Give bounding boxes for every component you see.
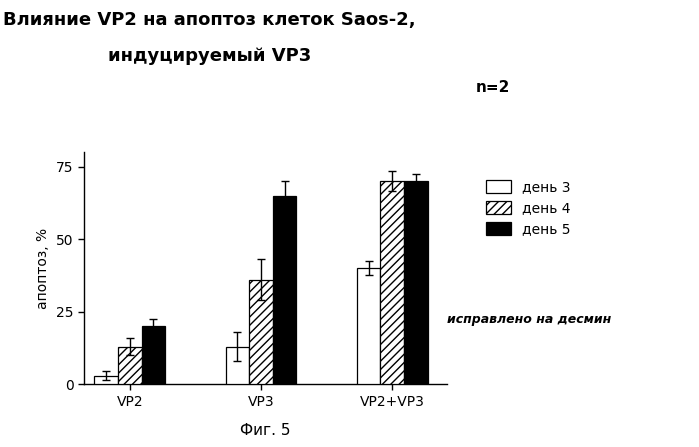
Text: исправлено на десмин: исправлено на десмин: [447, 313, 612, 326]
Y-axis label: апоптоз, %: апоптоз, %: [36, 228, 50, 309]
Bar: [226, 347, 250, 384]
Text: n=2: n=2: [475, 80, 510, 96]
Bar: [380, 181, 404, 384]
Text: Фиг. 5: Фиг. 5: [240, 423, 291, 438]
Bar: [250, 280, 273, 384]
Legend: день 3, день 4, день 5: день 3, день 4, день 5: [484, 177, 574, 239]
Bar: [404, 181, 428, 384]
Bar: [118, 347, 142, 384]
Bar: [142, 326, 165, 384]
Bar: [94, 375, 118, 384]
Bar: [273, 196, 296, 384]
Bar: [356, 268, 380, 384]
Text: индуцируемый VP3: индуцируемый VP3: [108, 47, 311, 65]
Text: Влияние VP2 на апоптоз клеток Saos-2,: Влияние VP2 на апоптоз клеток Saos-2,: [3, 11, 416, 29]
